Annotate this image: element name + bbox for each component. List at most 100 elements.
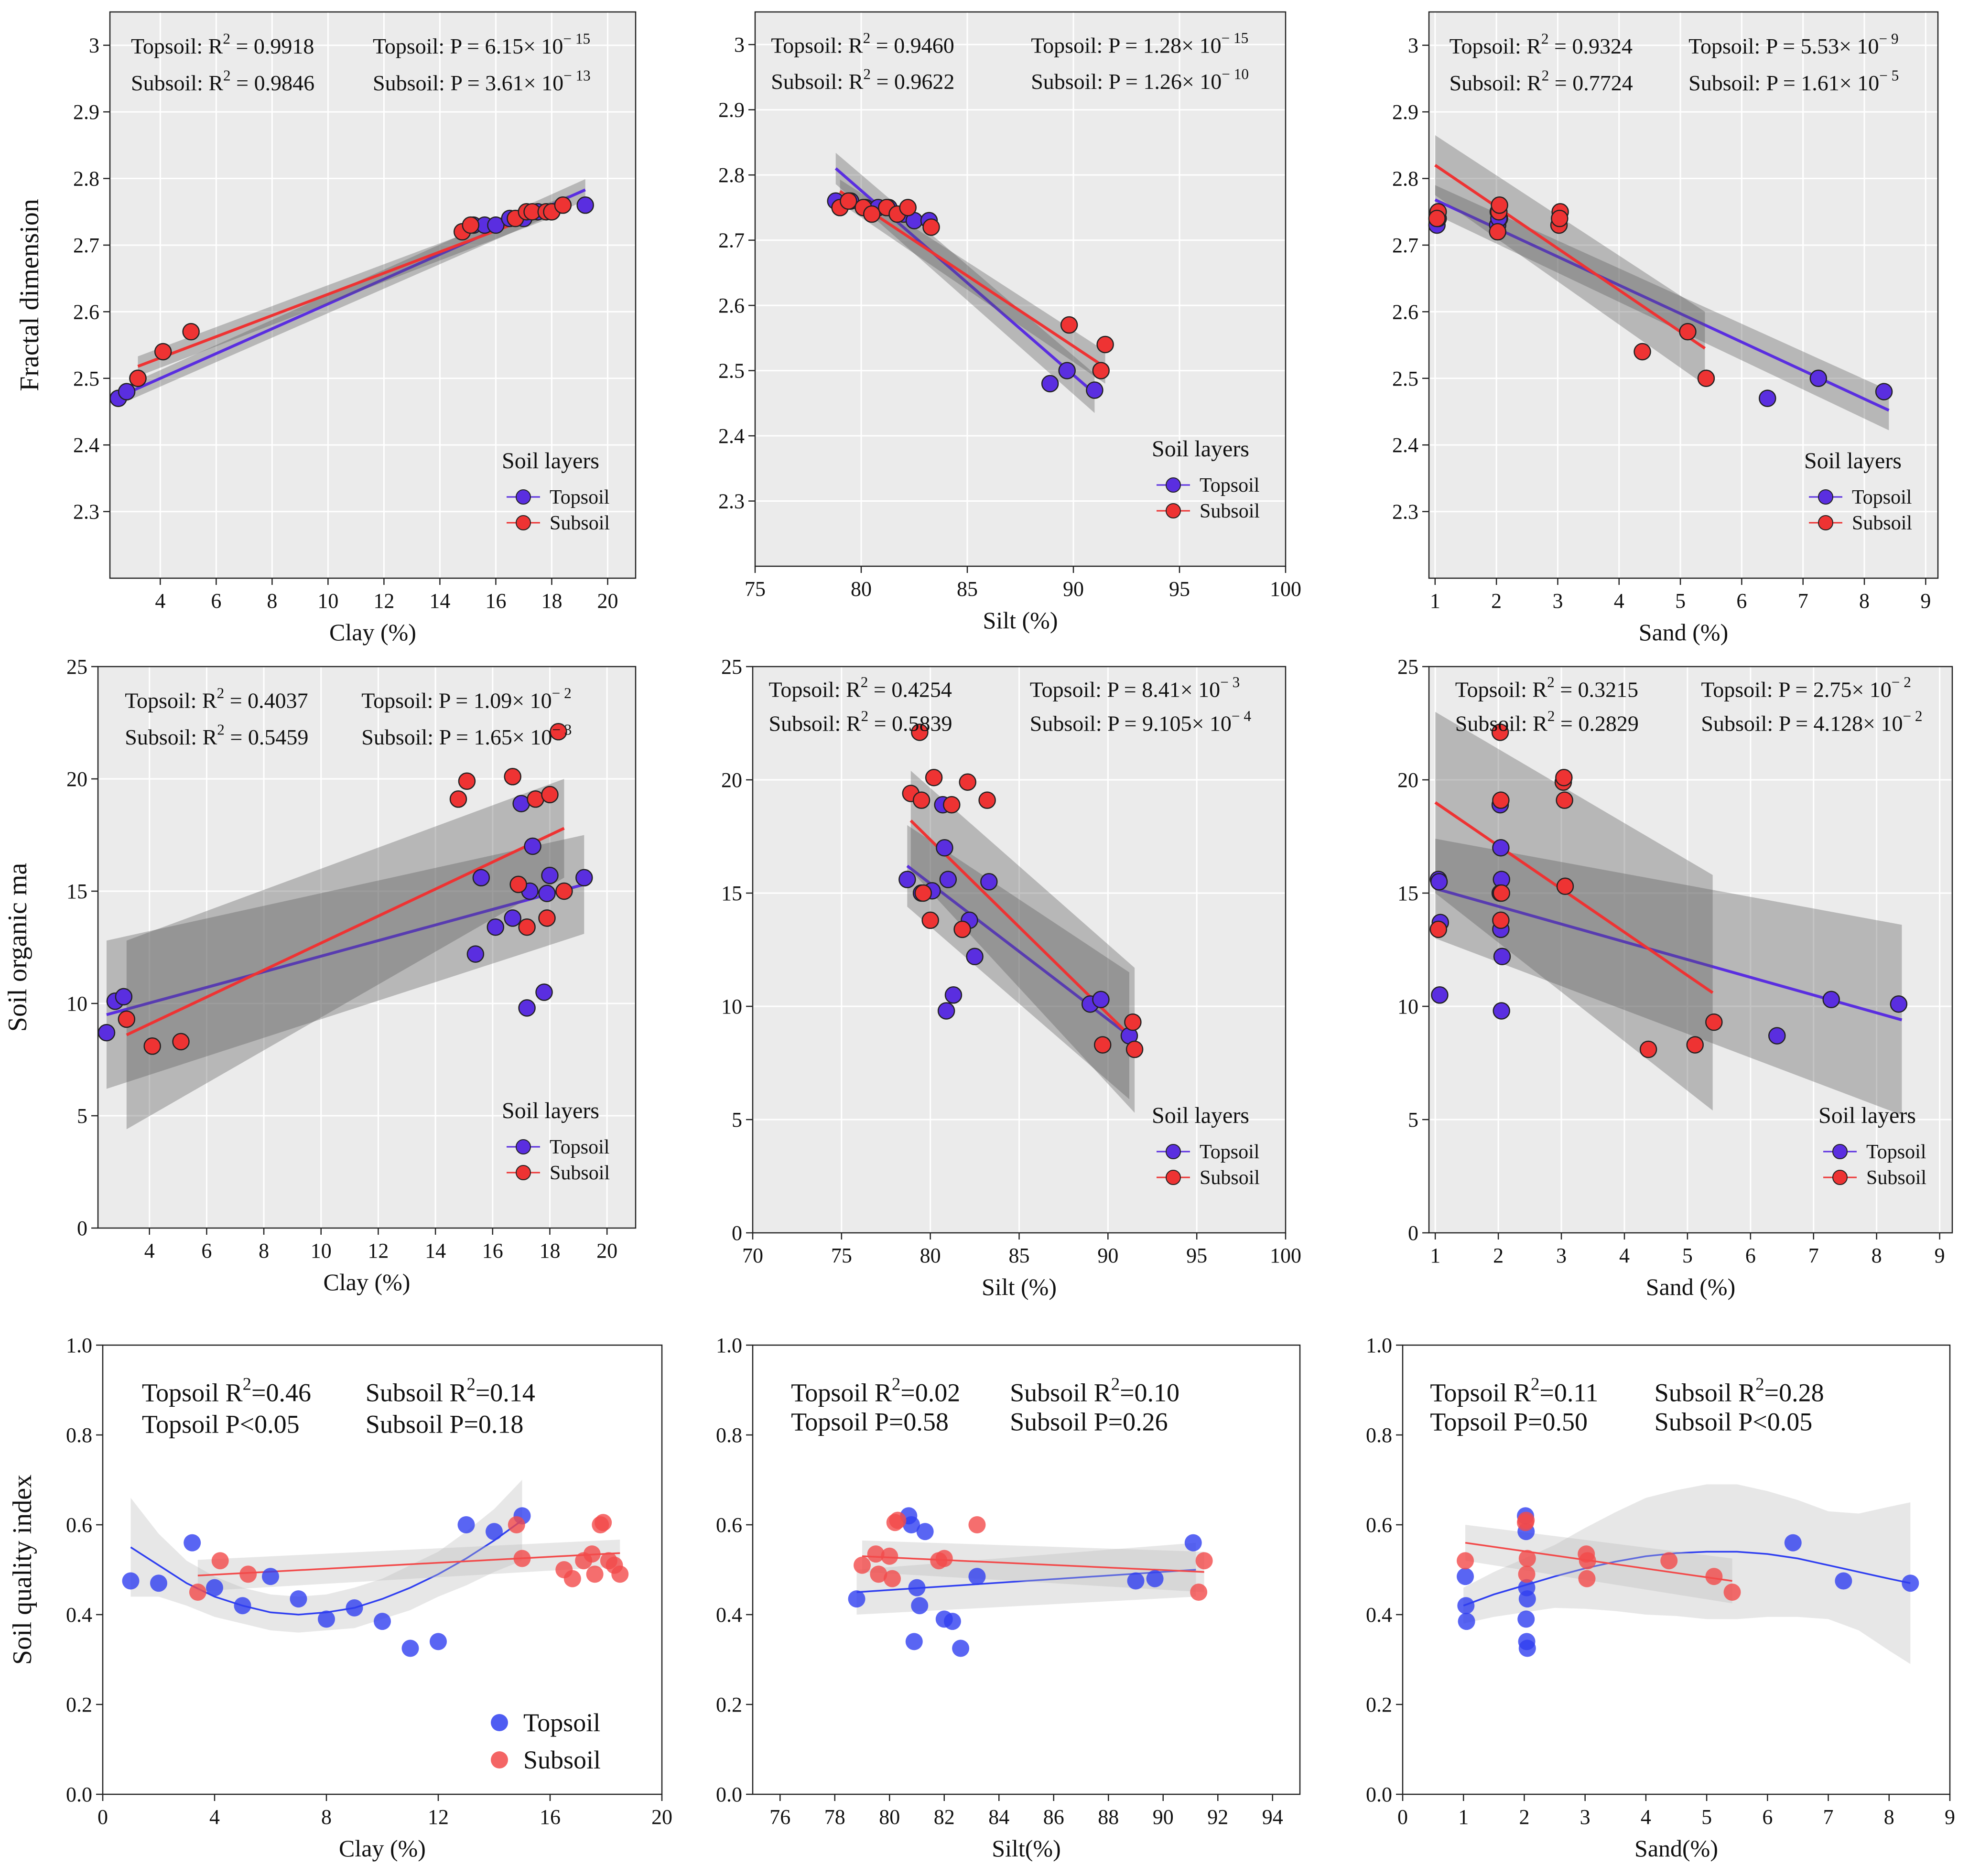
data-point-subsoil xyxy=(854,1556,871,1574)
stat-annotation: Topsoil P<0.05 xyxy=(142,1410,300,1438)
data-point-subsoil xyxy=(943,796,961,814)
data-point-subsoil xyxy=(1660,1552,1678,1570)
data-point-subsoil xyxy=(1556,877,1574,895)
data-point-subsoil xyxy=(508,1516,525,1533)
data-point-subsoil xyxy=(554,196,572,214)
legend-key-marker xyxy=(516,515,531,530)
stat-annotation: Subsoil: P = 4.128× 10− 2 xyxy=(1701,708,1922,736)
y-tick-label: 0.4 xyxy=(66,1603,92,1627)
x-tick-label: 6 xyxy=(211,589,221,613)
data-point-topsoil xyxy=(1890,995,1908,1013)
y-tick-label: 25 xyxy=(721,655,742,679)
data-point-subsoil xyxy=(1639,1040,1657,1058)
x-axis-label: Silt (%) xyxy=(982,1273,1057,1300)
y-tick-label: 15 xyxy=(1397,882,1418,905)
data-point-topsoil xyxy=(1431,986,1449,1004)
legend-label: Topsoil xyxy=(550,1136,609,1158)
data-point-subsoil xyxy=(899,199,917,216)
plot-frame xyxy=(1428,666,1953,1234)
data-point-subsoil xyxy=(1489,223,1506,241)
data-point-topsoil xyxy=(1518,1639,1536,1657)
plot-frame xyxy=(97,666,637,1229)
y-tick-label: 0.2 xyxy=(1366,1693,1392,1716)
data-point-topsoil xyxy=(1457,1597,1475,1615)
x-tick-label: 86 xyxy=(1043,1805,1064,1829)
data-point-topsoil xyxy=(1458,1613,1475,1630)
x-tick-label: 3 xyxy=(1556,1244,1567,1267)
x-tick-label: 20 xyxy=(651,1805,672,1829)
y-tick-label: 10 xyxy=(66,992,87,1015)
x-tick-label: 10 xyxy=(317,589,338,613)
data-point-topsoil xyxy=(1184,1534,1202,1552)
data-point-subsoil xyxy=(1518,1565,1536,1583)
stat-annotation: Subsoil P=0.26 xyxy=(1010,1408,1168,1436)
data-point-subsoil xyxy=(1686,1036,1704,1054)
y-tick-label: 0.0 xyxy=(716,1783,742,1806)
legend: Topsoil Subsoil xyxy=(491,1708,601,1774)
x-tick-label: 4 xyxy=(1641,1805,1651,1829)
data-point-topsoil xyxy=(905,1633,923,1650)
data-point-topsoil xyxy=(1086,381,1104,399)
data-point-topsoil xyxy=(1492,839,1510,857)
x-tick-label: 95 xyxy=(1169,577,1190,601)
x-tick-label: 85 xyxy=(957,577,978,601)
x-axis-label: Sand (%) xyxy=(1639,619,1728,646)
y-tick-label: 20 xyxy=(721,768,742,792)
data-point-topsoil xyxy=(936,839,953,857)
x-tick-label: 9 xyxy=(1935,1244,1945,1267)
data-point-subsoil xyxy=(143,1037,161,1055)
y-tick-label: 2.8 xyxy=(73,167,99,191)
x-tick-label: 12 xyxy=(368,1239,389,1262)
x-axis-label: Clay (%) xyxy=(339,1835,426,1862)
y-tick-label: 1.0 xyxy=(1366,1334,1392,1357)
data-point-topsoil xyxy=(952,1639,970,1657)
data-point-topsoil xyxy=(122,1572,140,1590)
x-tick-label: 5 xyxy=(1682,1244,1693,1267)
x-tick-label: 80 xyxy=(851,577,872,601)
stat-annotation: Topsoil: R2 = 0.4037 xyxy=(125,685,308,713)
data-point-subsoil xyxy=(1493,884,1510,902)
data-point-subsoil xyxy=(611,1565,629,1583)
y-tick-label: 2.3 xyxy=(1392,500,1418,524)
data-point-subsoil xyxy=(518,918,536,936)
data-point-subsoil xyxy=(959,773,976,791)
x-tick-label: 7 xyxy=(1798,589,1808,613)
y-tick-label: 2.5 xyxy=(73,367,99,390)
legend-key-marker xyxy=(1818,515,1833,530)
x-tick-label: 6 xyxy=(201,1239,212,1262)
stat-annotation: Topsoil P=0.58 xyxy=(791,1408,949,1436)
data-point-topsoil xyxy=(118,383,136,400)
data-point-subsoil xyxy=(172,1033,190,1051)
x-tick-label: 0 xyxy=(97,1805,108,1829)
data-point-topsoil xyxy=(937,1002,955,1020)
legend-key-marker xyxy=(1166,1170,1181,1185)
chart-som-clay: 4 6 8 10 12 14 16 18 20 0 5 10 15 20 25 Clay (%) Soil or… xyxy=(3,655,637,1295)
fit-line-subsoil xyxy=(1434,164,1706,350)
data-point-topsoil xyxy=(374,1613,391,1630)
data-point-subsoil xyxy=(189,1584,206,1601)
data-point-topsoil xyxy=(504,909,521,927)
stat-annotation: Subsoil: P = 1.65× 10− 3 xyxy=(361,721,572,749)
data-point-subsoil xyxy=(883,1570,901,1587)
x-tick-label: 100 xyxy=(1270,1244,1301,1267)
data-point-subsoil xyxy=(1518,1550,1536,1567)
y-tick-label: 1.0 xyxy=(66,1334,92,1357)
x-tick-label: 3 xyxy=(1552,589,1563,613)
y-tick-label: 2.7 xyxy=(73,234,99,257)
x-tick-label: 20 xyxy=(597,589,618,613)
x-tick-label: 4 xyxy=(1614,589,1624,613)
y-tick-label: 25 xyxy=(1397,655,1418,679)
x-tick-label: 8 xyxy=(321,1805,332,1829)
legend: Soil layers Topsoil Subsoil xyxy=(1804,448,1912,534)
data-point-topsoil xyxy=(980,873,998,891)
data-point-subsoil xyxy=(1491,723,1509,741)
plot-frame xyxy=(1428,11,1939,579)
data-point-topsoil xyxy=(966,948,984,965)
data-point-topsoil xyxy=(1127,1572,1145,1590)
legend-key-marker xyxy=(516,1165,531,1180)
stat-annotation: Subsoil R2=0.28 xyxy=(1655,1374,1824,1407)
legend-title: Soil layers xyxy=(1152,436,1249,462)
data-point-subsoil xyxy=(1093,1036,1112,1054)
x-tick-label: 7 xyxy=(1808,1244,1819,1267)
